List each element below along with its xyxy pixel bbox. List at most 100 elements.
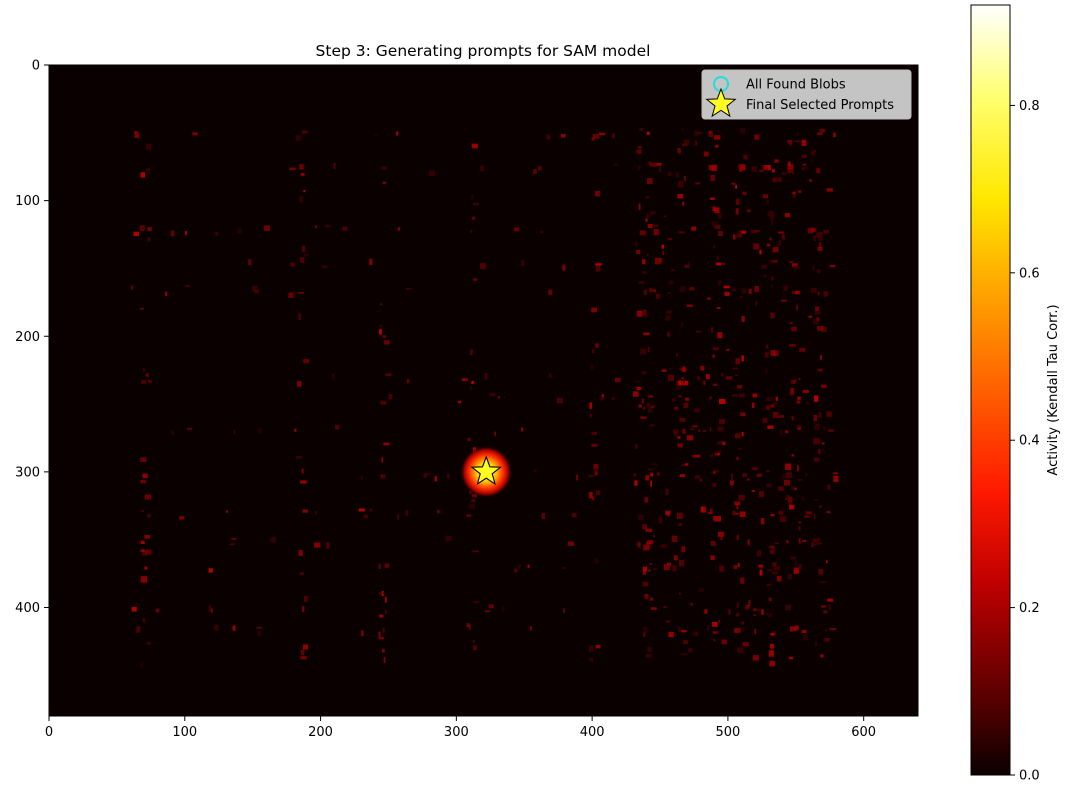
activity-speck bbox=[823, 610, 828, 614]
activity-speck bbox=[252, 285, 258, 292]
activity-speck bbox=[484, 610, 490, 613]
activity-speck bbox=[639, 348, 647, 355]
activity-speck bbox=[766, 199, 769, 205]
activity-speck bbox=[817, 368, 823, 372]
activity-speck bbox=[708, 165, 713, 171]
activity-speck bbox=[140, 172, 146, 178]
activity-speck bbox=[373, 133, 378, 136]
activity-speck bbox=[434, 475, 437, 482]
activity-speck bbox=[792, 380, 796, 384]
activity-speckles bbox=[131, 127, 839, 668]
activity-speck bbox=[718, 280, 721, 286]
activity-speck bbox=[787, 574, 792, 580]
activity-speck bbox=[694, 454, 701, 458]
activity-speck bbox=[741, 355, 745, 362]
activity-speck bbox=[825, 630, 828, 632]
activity-speck bbox=[663, 606, 667, 609]
activity-speck bbox=[785, 472, 792, 478]
activity-speck bbox=[774, 542, 779, 544]
activity-speck bbox=[766, 613, 772, 617]
activity-speck bbox=[758, 564, 764, 568]
activity-speck bbox=[379, 329, 382, 335]
activity-speck bbox=[381, 474, 386, 479]
activity-speck bbox=[684, 463, 689, 466]
activity-speck bbox=[820, 654, 824, 658]
activity-speck bbox=[591, 307, 597, 313]
activity-speck bbox=[787, 170, 793, 173]
activity-speck bbox=[736, 233, 742, 238]
activity-speck bbox=[471, 195, 474, 200]
activity-speck bbox=[719, 419, 725, 424]
activity-speck bbox=[184, 285, 191, 287]
activity-speck bbox=[684, 175, 686, 182]
activity-speck bbox=[686, 435, 694, 441]
activity-speck bbox=[642, 524, 648, 530]
activity-speck bbox=[733, 565, 738, 570]
activity-speck bbox=[639, 127, 644, 132]
activity-speck bbox=[702, 429, 706, 432]
activity-speck bbox=[778, 486, 784, 491]
activity-speck bbox=[751, 166, 757, 172]
activity-speck bbox=[696, 330, 702, 333]
activity-speck bbox=[633, 391, 639, 397]
activity-speck bbox=[532, 469, 537, 473]
activity-speck bbox=[134, 131, 138, 134]
colorbar: 0.0 0.2 0.4 0.6 0.8 Activity (Kendall Tau Co… bbox=[970, 4, 1061, 784]
activity-speck bbox=[720, 372, 724, 377]
activity-speck bbox=[782, 473, 788, 480]
activity-speck bbox=[813, 438, 820, 445]
activity-speck bbox=[147, 513, 152, 518]
legend-label-prompts: Final Selected Prompts bbox=[746, 98, 894, 113]
activity-speck bbox=[797, 396, 801, 400]
activity-speck bbox=[736, 503, 739, 510]
activity-speck bbox=[640, 416, 647, 419]
activity-speck bbox=[473, 601, 480, 603]
activity-speck bbox=[563, 608, 565, 613]
activity-speck bbox=[801, 139, 807, 146]
activity-speck bbox=[748, 288, 752, 294]
heatmap bbox=[49, 65, 918, 716]
activity-speck bbox=[300, 649, 305, 655]
activity-speck bbox=[815, 641, 817, 647]
activity-speck bbox=[739, 164, 746, 171]
activity-speck bbox=[667, 238, 672, 241]
activity-speck bbox=[769, 660, 776, 667]
activity-speck bbox=[823, 291, 829, 297]
activity-speck bbox=[769, 215, 774, 220]
activity-speck bbox=[185, 231, 187, 236]
activity-speck bbox=[301, 245, 306, 252]
activity-speck bbox=[171, 430, 174, 435]
activity-speck bbox=[745, 605, 750, 610]
activity-speck bbox=[735, 513, 739, 515]
activity-speck bbox=[229, 543, 235, 546]
activity-speck bbox=[798, 521, 801, 524]
activity-speck bbox=[823, 230, 829, 234]
activity-speck bbox=[655, 293, 661, 299]
activity-speck bbox=[692, 455, 695, 458]
activity-speck bbox=[548, 289, 553, 296]
activity-speck bbox=[834, 628, 837, 630]
activity-speck bbox=[754, 628, 757, 634]
activity-speck bbox=[488, 604, 494, 609]
activity-speck bbox=[521, 260, 525, 266]
activity-speck bbox=[821, 326, 827, 333]
activity-speck bbox=[470, 349, 473, 356]
activity-speck bbox=[562, 264, 566, 271]
activity-speck bbox=[467, 437, 471, 442]
activity-speck bbox=[713, 383, 718, 386]
activity-speck bbox=[808, 315, 813, 318]
activity-speck bbox=[301, 468, 304, 474]
activity-speck bbox=[288, 292, 294, 299]
activity-speck bbox=[471, 499, 475, 503]
activity-speck bbox=[668, 292, 670, 294]
activity-speck bbox=[667, 332, 671, 337]
activity-speck bbox=[233, 429, 236, 435]
activity-speck bbox=[668, 367, 674, 370]
activity-speck bbox=[382, 627, 385, 634]
activity-speck bbox=[685, 397, 690, 401]
activity-speck bbox=[738, 393, 745, 398]
activity-speck bbox=[797, 479, 803, 481]
activity-speck bbox=[765, 352, 769, 358]
activity-speck bbox=[711, 221, 718, 226]
activity-speck bbox=[787, 161, 791, 166]
